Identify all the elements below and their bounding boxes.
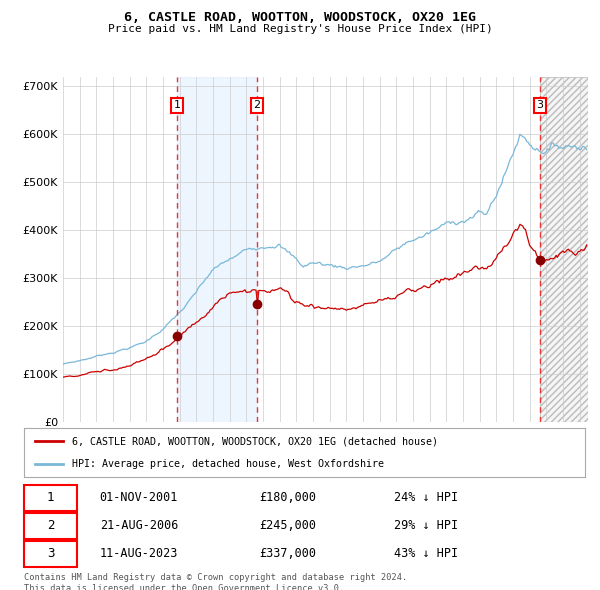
Text: Price paid vs. HM Land Registry's House Price Index (HPI): Price paid vs. HM Land Registry's House …: [107, 24, 493, 34]
Text: 1: 1: [173, 100, 181, 110]
Text: 24% ↓ HPI: 24% ↓ HPI: [394, 491, 458, 504]
Text: 6, CASTLE ROAD, WOOTTON, WOODSTOCK, OX20 1EG (detached house): 6, CASTLE ROAD, WOOTTON, WOODSTOCK, OX20…: [71, 437, 437, 447]
Text: 2: 2: [253, 100, 260, 110]
Text: 6, CASTLE ROAD, WOOTTON, WOODSTOCK, OX20 1EG: 6, CASTLE ROAD, WOOTTON, WOODSTOCK, OX20…: [124, 11, 476, 24]
FancyBboxPatch shape: [24, 540, 77, 567]
Text: £180,000: £180,000: [260, 491, 317, 504]
Text: 2: 2: [47, 519, 55, 532]
Text: 1: 1: [47, 491, 55, 504]
Text: 01-NOV-2001: 01-NOV-2001: [100, 491, 178, 504]
Text: HPI: Average price, detached house, West Oxfordshire: HPI: Average price, detached house, West…: [71, 458, 383, 468]
Text: £245,000: £245,000: [260, 519, 317, 532]
Text: 11-AUG-2023: 11-AUG-2023: [100, 547, 178, 560]
Bar: [540, 77, 588, 422]
Text: Contains HM Land Registry data © Crown copyright and database right 2024.
This d: Contains HM Land Registry data © Crown c…: [24, 573, 407, 590]
Text: 21-AUG-2006: 21-AUG-2006: [100, 519, 178, 532]
Text: 3: 3: [536, 100, 544, 110]
Bar: [540, 77, 588, 422]
Text: 43% ↓ HPI: 43% ↓ HPI: [394, 547, 458, 560]
FancyBboxPatch shape: [24, 513, 77, 539]
FancyBboxPatch shape: [24, 484, 77, 511]
Bar: [177, 77, 257, 422]
Text: 3: 3: [47, 547, 55, 560]
Text: £337,000: £337,000: [260, 547, 317, 560]
Text: 29% ↓ HPI: 29% ↓ HPI: [394, 519, 458, 532]
